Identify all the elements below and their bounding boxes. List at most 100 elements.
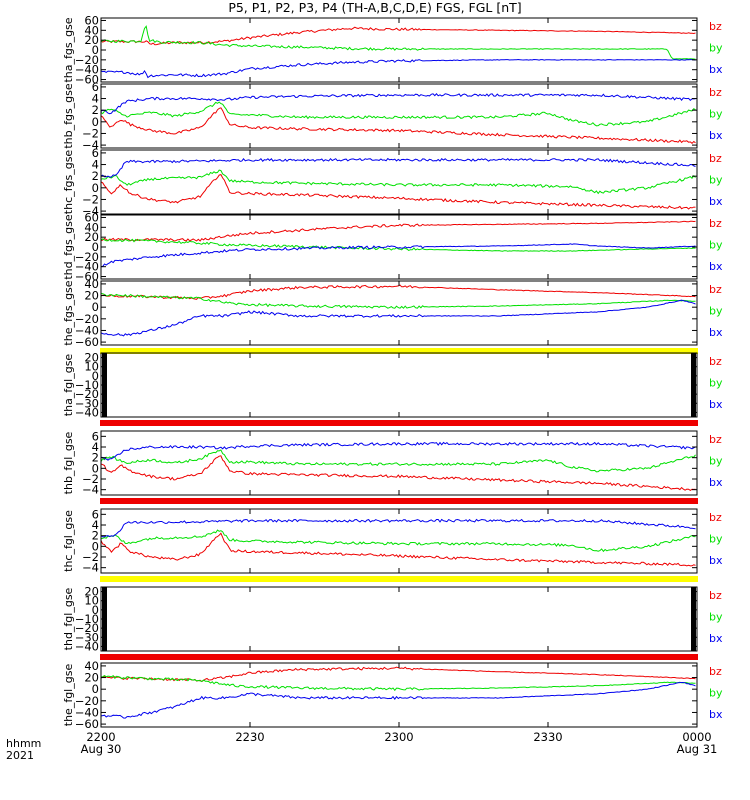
y-tick-label: −4 <box>82 138 99 152</box>
series-by-line <box>100 25 696 60</box>
x-tick-label: 2300 <box>384 730 413 744</box>
y-tick-label: 10 <box>84 594 99 608</box>
series-by-line <box>100 101 696 127</box>
legend-bz: bz <box>709 20 722 33</box>
panel-ylabel: thd_fgl_gse <box>62 587 75 650</box>
x-tick-label: 2200 <box>86 730 115 744</box>
legend-bx: bx <box>709 129 723 142</box>
legend-bz: bz <box>709 433 722 446</box>
flag-bar-yellow <box>100 348 698 354</box>
y-tick-label: 4 <box>92 440 99 454</box>
legend-bx: bx <box>709 554 723 567</box>
panel-ylabel: the_fgs_gse <box>62 280 75 345</box>
legend-by: by <box>709 455 723 468</box>
y-tick-label: 4 <box>92 158 99 172</box>
series-bx-line <box>100 682 696 719</box>
series-bx-line <box>100 58 696 79</box>
series-bz-line <box>100 174 696 210</box>
series-bz-line <box>100 532 696 567</box>
y-tick-label: −60 <box>75 717 99 731</box>
y-tick-label: 0 <box>92 369 99 383</box>
x-tick-label: 0000 <box>682 730 711 744</box>
series-bz-line <box>100 220 696 242</box>
y-tick-label: −60 <box>75 335 99 349</box>
y-tick-label: 6 <box>92 146 99 160</box>
legend-bz: bz <box>709 511 722 524</box>
legend-by: by <box>709 687 723 700</box>
series-bx-line <box>100 299 696 337</box>
series-bz-line <box>100 666 696 683</box>
y-tick-label: 4 <box>92 92 99 106</box>
y-tick-label: 20 <box>84 230 99 244</box>
y-tick-label: −40 <box>75 63 99 77</box>
legend-by: by <box>709 611 723 624</box>
y-tick-label: −30 <box>75 396 99 410</box>
series-bz-line <box>100 26 696 46</box>
panel-frame <box>100 662 698 728</box>
y-tick-label: −10 <box>75 612 99 626</box>
x-tick-sublabel: Aug 30 <box>81 742 122 756</box>
y-tick-label: 6 <box>92 80 99 94</box>
y-tick-label: −20 <box>75 387 99 401</box>
legend-by: by <box>709 239 723 252</box>
y-tick-label: −20 <box>75 312 99 326</box>
legend-by: by <box>709 305 723 318</box>
y-tick-label: −2 <box>82 472 99 486</box>
y-tick-label: 2 <box>92 103 99 117</box>
legend-bz: bz <box>709 589 722 602</box>
y-tick-label: −40 <box>75 639 99 653</box>
y-tick-label: 20 <box>84 585 99 599</box>
legend-bx: bx <box>709 398 723 411</box>
y-tick-label: −10 <box>75 378 99 392</box>
chart-title: P5, P1, P2, P3, P4 (TH-A,B,C,D,E) FGS, F… <box>228 0 522 15</box>
y-tick-label: 20 <box>84 351 99 365</box>
series-by-line <box>100 449 696 473</box>
y-tick-label: 0 <box>92 240 99 254</box>
y-tick-label: −4 <box>82 561 99 575</box>
legend-bx: bx <box>709 708 723 721</box>
y-tick-label: −4 <box>82 204 99 218</box>
series-bx-line <box>100 441 696 461</box>
y-tick-label: 0 <box>92 603 99 617</box>
series-bx-line <box>100 243 696 268</box>
legend-by: by <box>709 533 723 546</box>
series-by-line <box>100 238 696 252</box>
legend-bz: bz <box>709 217 722 230</box>
y-tick-label: 2 <box>92 529 99 543</box>
y-tick-label: −60 <box>75 270 99 284</box>
legend-bx: bx <box>709 632 723 645</box>
y-tick-label: −30 <box>75 630 99 644</box>
y-tick-label: −40 <box>75 323 99 337</box>
x-axis-row-label-top: hhmm <box>6 737 42 750</box>
y-tick-label: 0 <box>92 43 99 57</box>
x-axis-row-label-bottom: 2021 <box>6 749 34 762</box>
y-tick-label: 2 <box>92 451 99 465</box>
x-tick-sublabel: Aug 31 <box>677 742 718 756</box>
series-by-line <box>100 529 696 553</box>
panel-frame <box>100 352 698 418</box>
y-tick-label: 40 <box>84 277 99 291</box>
legend-bx: bx <box>709 63 723 76</box>
y-tick-label: −40 <box>75 705 99 719</box>
series-bx-line <box>100 93 696 115</box>
legend-by: by <box>709 377 723 390</box>
y-tick-label: 0 <box>92 461 99 475</box>
legend-by: by <box>709 42 723 55</box>
y-tick-label: 0 <box>92 300 99 314</box>
legend-bz: bz <box>709 355 722 368</box>
panel-ylabel: thb_fgl_gse <box>62 431 75 494</box>
legend-bx: bx <box>709 195 723 208</box>
panel-ylabel: thb_fgs_gse <box>62 83 75 149</box>
y-tick-label: 0 <box>92 682 99 696</box>
legend-bz: bz <box>709 152 722 165</box>
